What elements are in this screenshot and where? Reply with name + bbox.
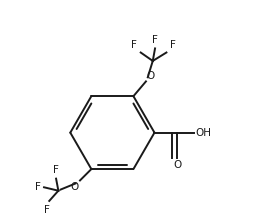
- Text: O: O: [70, 182, 78, 192]
- Text: O: O: [147, 71, 155, 81]
- Text: F: F: [44, 204, 50, 215]
- Text: F: F: [170, 39, 176, 49]
- Text: F: F: [35, 182, 40, 192]
- Text: F: F: [131, 39, 137, 49]
- Text: F: F: [152, 35, 158, 45]
- Text: O: O: [173, 160, 181, 170]
- Text: OH: OH: [195, 128, 211, 138]
- Text: F: F: [53, 165, 59, 175]
